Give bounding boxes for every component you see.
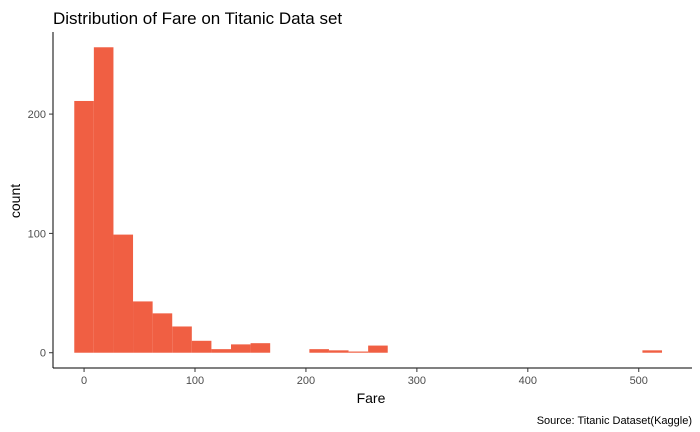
x-tick-label: 400 [519, 375, 537, 387]
histogram-bar [642, 350, 663, 353]
histogram-bar [152, 313, 173, 353]
source-caption: Source: Titanic Dataset(Kaggle) [537, 415, 692, 427]
x-tick-label: 100 [186, 375, 204, 387]
histogram-bar [328, 350, 349, 353]
histogram-bar [230, 344, 251, 353]
x-tick-label: 200 [297, 375, 315, 387]
y-tick-label: 100 [28, 228, 46, 240]
x-tick-label: 500 [630, 375, 648, 387]
histogram-bar [309, 349, 329, 353]
histogram-bar [172, 326, 192, 353]
x-axis-ticks: 0 100 200 300 400 500 [81, 368, 648, 387]
chart-title: Distribution of Fare on Titanic Data set [53, 9, 342, 28]
x-tick-label: 0 [81, 375, 87, 387]
histogram-bar [368, 345, 388, 353]
axes [52, 32, 692, 369]
histogram-bar [191, 340, 212, 353]
histogram-bar [133, 301, 153, 353]
y-tick-label: 0 [40, 348, 46, 360]
y-axis-label: count [7, 184, 23, 218]
histogram-bar [250, 343, 271, 353]
x-tick-label: 300 [408, 375, 426, 387]
histogram-bar [74, 100, 94, 353]
histogram-bar [113, 234, 134, 353]
x-axis-label: Fare [357, 390, 386, 406]
histogram-bars [74, 47, 663, 353]
y-axis-ticks: 0 100 200 [28, 109, 53, 360]
histogram-bar [93, 47, 114, 353]
histogram-bar [211, 349, 231, 353]
y-tick-label: 200 [28, 109, 46, 121]
histogram-bar [348, 351, 369, 353]
